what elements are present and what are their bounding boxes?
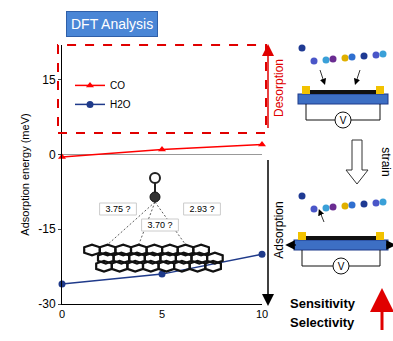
svg-text:10: 10 — [256, 308, 268, 320]
svg-text:5: 5 — [159, 308, 165, 320]
svg-text:3.70 ?: 3.70 ? — [147, 220, 172, 230]
svg-text:Adsorption: Adsorption — [272, 201, 286, 258]
svg-text:V: V — [340, 115, 347, 126]
svg-text:Desorption: Desorption — [272, 59, 286, 117]
svg-text:15: 15 — [42, 73, 56, 87]
svg-text:V: V — [338, 261, 345, 272]
svg-text:-30: -30 — [38, 297, 56, 311]
svg-text:0: 0 — [49, 148, 56, 162]
svg-text:Selectivity: Selectivity — [290, 315, 355, 330]
svg-text:CO: CO — [110, 80, 125, 91]
svg-text:3.75 ?: 3.75 ? — [105, 204, 130, 214]
svg-text:strain: strain — [379, 147, 393, 176]
svg-text:Sensitivity: Sensitivity — [290, 296, 356, 311]
svg-text:0: 0 — [59, 308, 65, 320]
svg-text:2.93 ?: 2.93 ? — [189, 204, 214, 214]
svg-text:Adsorption energy (meV): Adsorption energy (meV) — [19, 113, 31, 235]
svg-text:DFT Analysis: DFT Analysis — [71, 16, 153, 32]
svg-text:-15: -15 — [38, 222, 56, 236]
svg-text:H2O: H2O — [110, 99, 131, 110]
